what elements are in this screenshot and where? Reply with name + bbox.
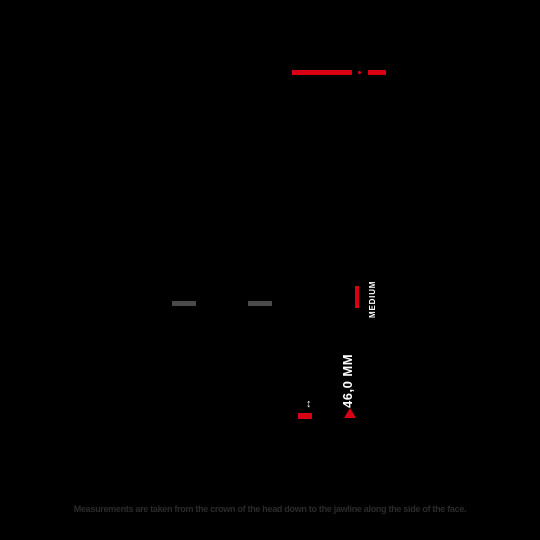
- measurement-text: 46,0 MM: [340, 354, 355, 408]
- size-text: MEDIUM: [368, 281, 377, 318]
- footer-text: Measurements are taken from the crown of…: [74, 504, 466, 514]
- arrow-glyph: ↔: [302, 399, 314, 410]
- label-divider: [355, 286, 359, 308]
- measurement-label: 46,0 MM: [340, 354, 355, 408]
- size-label: MEDIUM: [368, 281, 377, 318]
- top-accent-bar: [292, 70, 352, 75]
- base-accent-left: [298, 413, 312, 419]
- top-accent-dot: [358, 71, 361, 74]
- base-accent-triangle: [344, 408, 356, 418]
- double-arrow-icon: ↔: [302, 399, 314, 410]
- footer-note: Measurements are taken from the crown of…: [0, 504, 540, 514]
- top-accent-short-bar: [368, 70, 386, 75]
- diagram-canvas: 46,0 MM MEDIUM ↔ Measurements are taken …: [0, 0, 540, 540]
- gray-dash: [248, 301, 272, 306]
- gray-dash: [172, 301, 196, 306]
